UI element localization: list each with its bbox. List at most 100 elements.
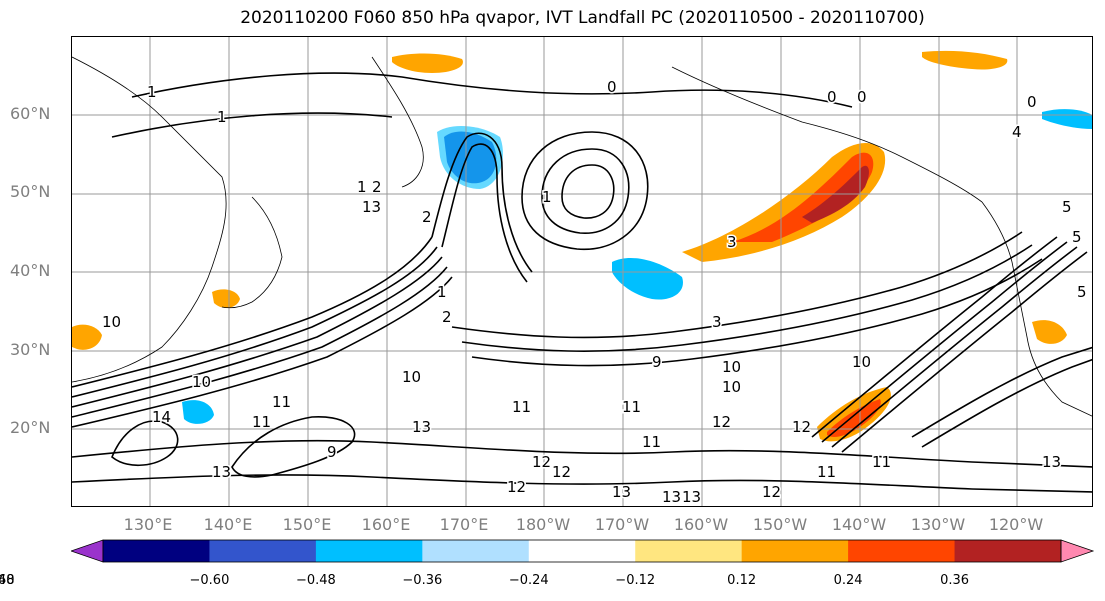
contour-label: 13 (662, 488, 681, 506)
contour-label: 12 (762, 483, 781, 501)
coast-asia (72, 56, 227, 383)
contour-east-jet-3 (831, 246, 1078, 448)
colorbar-frame (102, 539, 1062, 563)
contour-label: 2 (442, 308, 452, 326)
coast-north-america (981, 201, 1092, 417)
contour-label: 9 (652, 353, 662, 371)
colorbar (71, 539, 1095, 563)
contour-label: 13 (1042, 453, 1061, 471)
contour-label: 12 (532, 453, 551, 471)
contour-label: 1 (147, 83, 157, 101)
colorbar-segment (528, 540, 636, 562)
contour-label: 0 (827, 88, 837, 106)
lat-label-20n: 20°N (10, 418, 51, 437)
colorbar-segment (209, 540, 317, 562)
colorbar-tick-label: 0.48 (0, 573, 15, 588)
contour-sw-loop-2 (111, 420, 179, 467)
colorbar-segment (315, 540, 423, 562)
contour-se-jet-2 (921, 358, 1092, 448)
contour-mid-3 (471, 258, 1043, 367)
contour-label: 9 (327, 443, 337, 461)
lon-label-130w: 130°W (910, 515, 966, 534)
contour-label: 1 (542, 188, 552, 206)
contour-west-jet-2 (72, 246, 438, 398)
contour-label: 13 (682, 488, 701, 506)
coast-alaska (671, 66, 983, 203)
lon-label-130e: 130°E (123, 515, 173, 534)
colorbar-segment (103, 540, 210, 562)
contour-sw-loop (231, 416, 356, 478)
shade-negative-central (612, 257, 683, 300)
coast-kamchatka (371, 56, 424, 188)
contour-label: 10 (402, 368, 421, 386)
contour-east-jet-2 (821, 241, 1068, 443)
colorbar-extend-left (71, 539, 104, 563)
contour-mid-1 (451, 231, 1023, 339)
contour-label: 12 (507, 478, 526, 496)
lon-label-120w: 120°W (988, 515, 1044, 534)
contour-label: 11 (512, 398, 531, 416)
colorbar-tick-label: 0.36 (940, 573, 970, 588)
colorbar-segment (848, 540, 956, 562)
contour-label: 10 (722, 378, 741, 396)
contour-label: 11 (642, 433, 661, 451)
colorbar-tick-label: −0.48 (295, 573, 336, 588)
colorbar-tick-label: −0.60 (189, 573, 230, 588)
lon-label-180w: 180°W (515, 515, 571, 534)
contour-label: 13 (612, 483, 631, 501)
contour-west-jet-5 (72, 276, 453, 428)
colorbar-segment (954, 540, 1062, 562)
colorbar-extend-right (1060, 539, 1095, 563)
contour-trough-2 (441, 143, 528, 283)
contour-label: 12 (552, 463, 571, 481)
contour-label: 4 (1012, 123, 1022, 141)
coastlines (72, 56, 1092, 417)
contour-label: 11 (252, 413, 271, 431)
lat-label-40n: 40°N (10, 261, 51, 280)
contour-label: 10 (192, 373, 211, 391)
contour-west-jet-1 (72, 236, 433, 388)
contour-label: 0 (1027, 93, 1037, 111)
contour-east-jet-1 (811, 236, 1058, 438)
contour-north-1 (131, 72, 853, 108)
shade-positive-east (1032, 320, 1067, 344)
shade-positive-jet-west (212, 289, 240, 308)
contour-label: 3 (727, 233, 737, 251)
contour-label: 5 (1077, 283, 1087, 301)
colorbar-tick-label: −0.24 (508, 573, 549, 588)
lat-label-50n: 50°N (10, 182, 51, 201)
contour-label: 12 (712, 413, 731, 431)
colorbar-tick-label: −0.12 (615, 573, 656, 588)
map-title: 2020110200 F060 850 hPa qvapor, IVT Land… (240, 8, 925, 28)
contour-south-1 (72, 439, 1092, 468)
contour-label: 2 (422, 208, 432, 226)
contour-south-2 (72, 474, 1092, 493)
contour-label: 10 (852, 353, 871, 371)
shade-positive-ne (922, 50, 1008, 70)
contour-label: 12 (792, 418, 811, 436)
contour-label: 5 (1062, 198, 1072, 216)
colorbar-segment (741, 540, 849, 562)
contour-label: 1 (217, 108, 227, 126)
ivt-contours (72, 72, 1092, 493)
contour-low-2 (541, 148, 630, 234)
shade-positive-gulf-alaska-core (732, 152, 874, 242)
colorbar-tick-label: 0.60 (0, 573, 15, 588)
contour-label: 0 (857, 88, 867, 106)
colorbar-segment (422, 540, 530, 562)
colorbar-tick-label: −0.36 (402, 573, 443, 588)
contour-trough-1 (431, 132, 533, 273)
lon-label-150w: 150°W (752, 515, 808, 534)
contour-label: 11 (872, 453, 891, 471)
contour-label: 11 (272, 393, 291, 411)
graticule (72, 37, 1092, 506)
contour-label: 14 (152, 408, 171, 426)
contour-label: 10 (722, 358, 741, 376)
contour-label: 11 (622, 398, 641, 416)
shade-negative-sw (182, 400, 214, 424)
shade-positive-gulf-alaska (682, 142, 886, 262)
lat-label-60n: 60°N (10, 104, 51, 123)
contour-low-3 (561, 164, 615, 219)
